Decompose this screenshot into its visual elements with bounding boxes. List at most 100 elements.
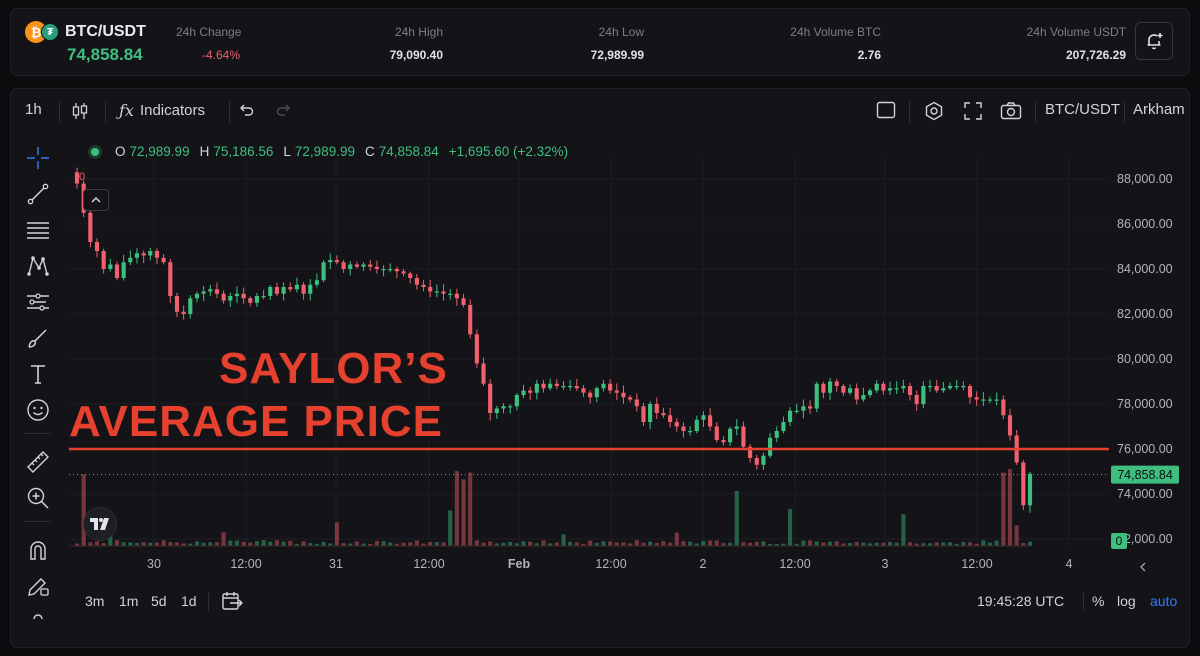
candle-body	[828, 381, 833, 393]
volume-bar	[834, 541, 839, 546]
candle-body	[874, 383, 879, 391]
interval-selector[interactable]: 1h	[25, 101, 42, 118]
volume-bar	[701, 540, 706, 546]
settings-button[interactable]	[924, 101, 944, 121]
price-chart[interactable]: 0 88,000.00 86,000.00 84,000.00 82,000.00 80…	[11, 89, 1190, 648]
drawing-toolbar	[11, 137, 67, 647]
volume-bar	[128, 542, 133, 546]
candle-type-button[interactable]	[71, 101, 89, 121]
candle-body	[668, 415, 673, 422]
toolbar-divider	[229, 101, 230, 123]
volume-bar	[828, 541, 833, 546]
fib-tool[interactable]	[25, 217, 51, 243]
volume-bar	[174, 542, 180, 546]
stat-24h-low: 24h Low 72,989.99	[590, 25, 644, 62]
volume-label: 0	[1116, 534, 1123, 548]
pair-selector[interactable]: ₿ ₮ BTC/USDT	[25, 21, 146, 43]
volume-bar	[401, 542, 406, 546]
candle-body	[448, 293, 453, 295]
layout-button[interactable]	[876, 101, 896, 119]
volume-bar	[987, 542, 993, 546]
candle-body	[561, 386, 566, 388]
ohlc-change: +1,695.60 (+2.32%)	[448, 144, 569, 159]
undo-button[interactable]	[237, 101, 255, 119]
volume-bar	[788, 509, 793, 546]
indicators-button[interactable]: ƒx Indicators	[119, 101, 205, 120]
candle-body	[907, 386, 913, 395]
volume-bar	[867, 543, 873, 546]
candle-body	[954, 386, 959, 388]
candle-body	[628, 397, 633, 400]
clock-time[interactable]: 19:45:28 UTC	[977, 593, 1065, 609]
candle-body	[181, 311, 186, 314]
volume-bar	[288, 540, 293, 546]
candle-body	[781, 422, 786, 431]
log-scale-toggle[interactable]: log	[1117, 593, 1136, 609]
range-1d-button[interactable]: 1d	[181, 593, 197, 609]
prediction-tool[interactable]	[25, 289, 51, 315]
zoom-in-tool[interactable]	[25, 485, 51, 511]
volume-bar	[927, 543, 933, 546]
auto-scale-toggle[interactable]: auto	[1150, 593, 1178, 609]
pattern-icon	[27, 256, 49, 276]
tradingview-logo[interactable]	[83, 507, 117, 541]
candle-body	[134, 253, 140, 258]
annotation-line-2: AVERAGE PRICE	[69, 397, 444, 446]
candle-body	[328, 260, 333, 263]
volume-bar	[661, 541, 666, 546]
trend-line-tool[interactable]	[25, 181, 51, 207]
volume-bar	[448, 510, 453, 546]
fullscreen-button[interactable]	[963, 101, 983, 121]
brush-tool[interactable]	[25, 325, 51, 351]
go-to-date-button[interactable]	[221, 591, 243, 614]
screenshot-button[interactable]	[1000, 101, 1022, 121]
volume-bar	[781, 543, 786, 546]
volume-bar	[81, 474, 86, 546]
crosshair-tool[interactable]	[25, 145, 51, 171]
range-3m-button[interactable]: 3m	[85, 593, 105, 609]
candle-body	[534, 383, 539, 393]
candle-body	[634, 399, 639, 407]
create-alert-button[interactable]	[1135, 22, 1173, 60]
price-axis-label: 80,000.00	[1117, 352, 1173, 366]
range-1m-button[interactable]: 1m	[119, 593, 139, 609]
redo-button[interactable]	[275, 101, 293, 119]
price-axis-label: 88,000.00	[1117, 172, 1173, 186]
price-axis-label: 72,000.00	[1117, 532, 1173, 546]
volume-bar	[641, 542, 646, 546]
percent-scale-toggle[interactable]: %	[1092, 593, 1105, 609]
emoji-tool[interactable]	[25, 397, 51, 423]
candle-body	[694, 419, 699, 431]
candle-body	[334, 260, 339, 263]
collapse-legend-button[interactable]	[83, 189, 109, 211]
volume-bar	[274, 540, 279, 546]
candle-body	[454, 293, 459, 299]
symbol-label[interactable]: BTC/USDT	[1045, 101, 1120, 118]
pattern-tool[interactable]	[25, 253, 51, 279]
magnet-tool[interactable]	[25, 537, 51, 563]
lock-drawings-tool[interactable]	[25, 573, 51, 599]
toolbar-divider	[1035, 101, 1036, 123]
candle-body	[927, 386, 933, 388]
range-5d-button[interactable]: 5d	[151, 593, 167, 609]
candle-body	[581, 388, 586, 393]
volume-bar	[261, 540, 266, 546]
candle-body	[688, 431, 693, 433]
candle-body	[374, 266, 379, 269]
candle-body	[161, 257, 166, 263]
chart-panel: 1h ƒx Indicators	[10, 88, 1190, 648]
candle-body	[994, 399, 999, 401]
candle-body	[674, 422, 679, 427]
candle-body	[288, 287, 293, 290]
volume-bar	[541, 540, 546, 546]
volume-bar	[201, 542, 206, 546]
volume-bar	[114, 540, 120, 546]
candle-body	[608, 383, 613, 391]
text-tool[interactable]	[25, 361, 51, 387]
volume-bar	[481, 542, 486, 546]
source-label[interactable]: Arkham	[1133, 101, 1185, 118]
ruler-tool[interactable]	[25, 449, 51, 475]
candle-body	[508, 406, 513, 408]
volume-bar	[588, 540, 593, 546]
more-tools[interactable]	[25, 609, 51, 621]
